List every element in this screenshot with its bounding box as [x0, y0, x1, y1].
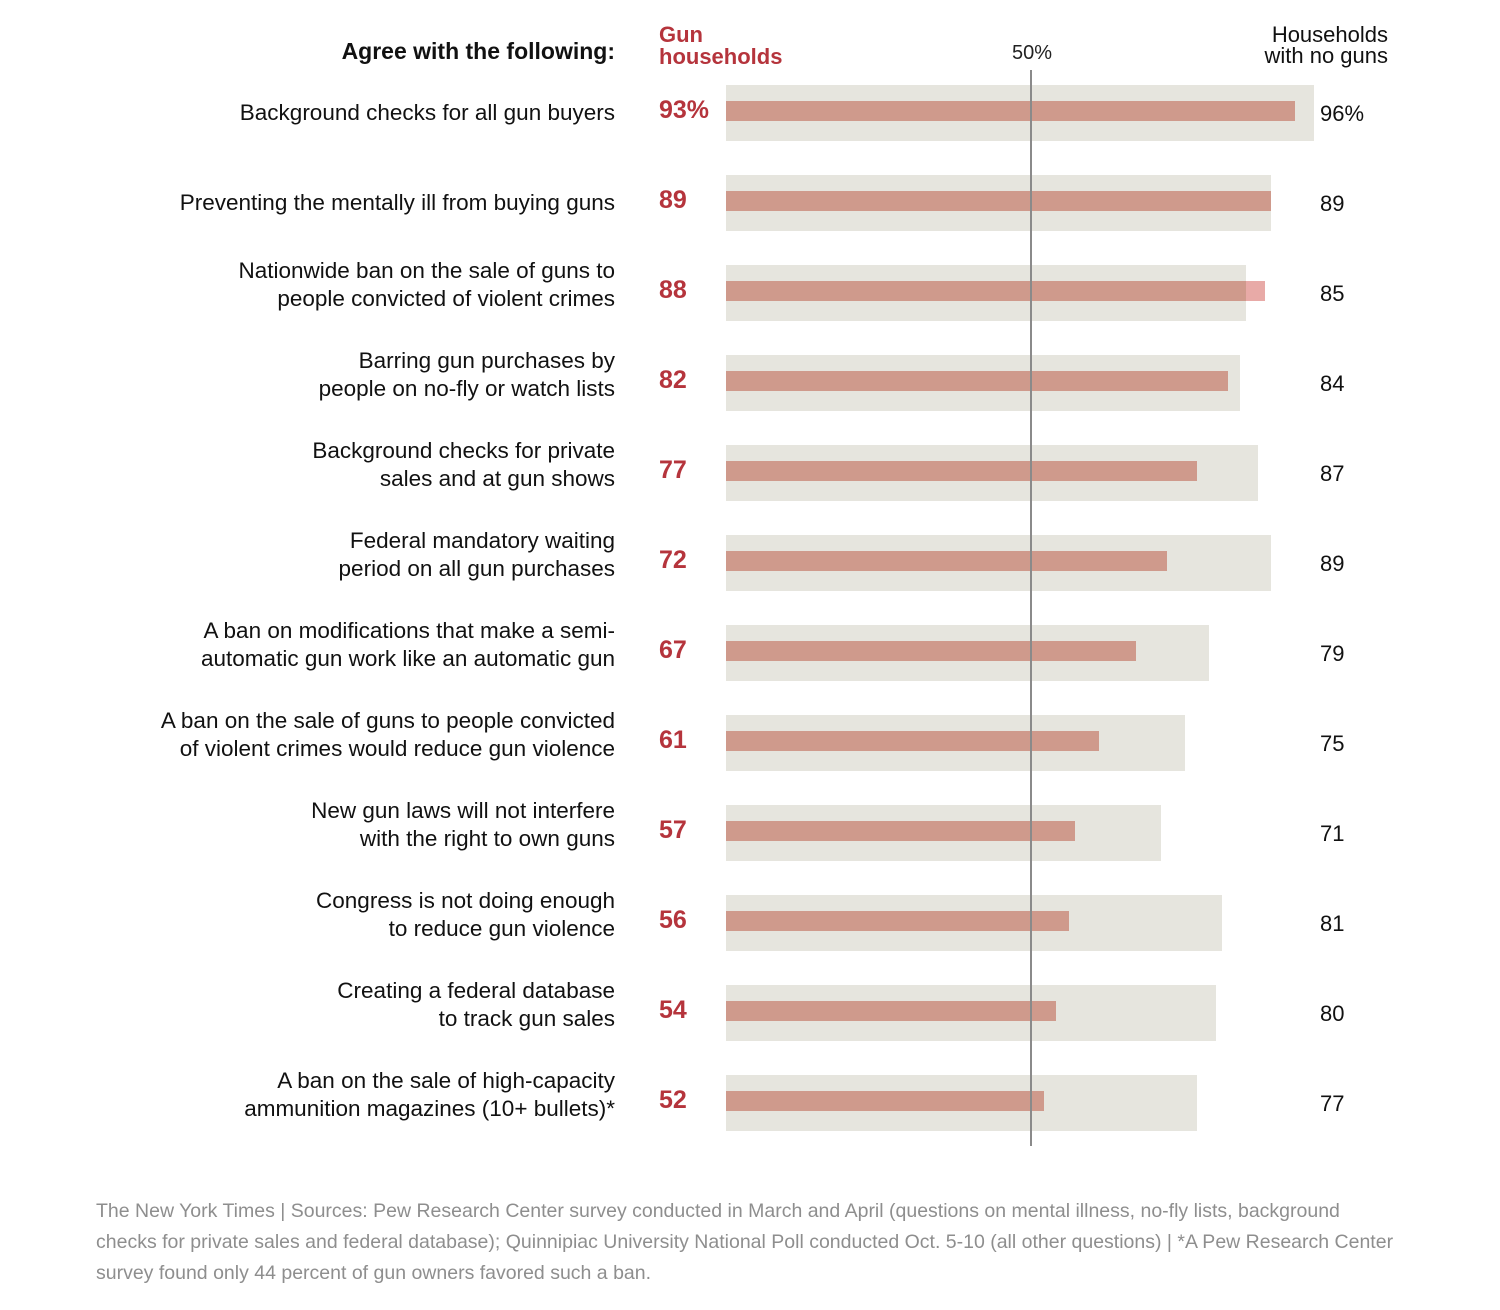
- category-label: New gun laws will not interfere with the…: [311, 798, 615, 851]
- no-gun-value-label: 96%: [1320, 101, 1365, 126]
- no-gun-value-label: 89: [1320, 551, 1345, 576]
- fifty-percent-line: [1030, 70, 1032, 1146]
- gun-bar: [726, 731, 1100, 751]
- gun-bar: [726, 821, 1075, 841]
- gun-bar: [726, 1091, 1045, 1111]
- category-label: Creating a federal database to track gun…: [337, 978, 615, 1031]
- no-gun-value-label: 75: [1320, 731, 1345, 756]
- gun-value-label: 89: [659, 186, 687, 214]
- source-note: The New York Times | Sources: Pew Resear…: [96, 1200, 1394, 1284]
- gun-value-label: 56: [659, 906, 687, 934]
- no-gun-value-label: 81: [1320, 911, 1345, 936]
- gun-bar: [726, 101, 1296, 121]
- gun-value-label: 54: [659, 996, 687, 1024]
- no-gun-value-label: 77: [1320, 1091, 1345, 1116]
- gun-bar: [726, 551, 1167, 571]
- category-label: Background checks for private sales and …: [312, 438, 615, 491]
- no-gun-value-label: 85: [1320, 281, 1345, 306]
- agree-header: Agree with the following:: [341, 38, 615, 64]
- no-gun-value-label: 79: [1320, 641, 1345, 666]
- gun-bar: [726, 461, 1198, 481]
- category-label: Preventing the mentally ill from buying …: [179, 190, 615, 215]
- gun-value-label: 61: [659, 726, 687, 754]
- category-label: Federal mandatory waiting period on all …: [338, 528, 615, 581]
- gun-bar: [726, 911, 1069, 931]
- no-gun-households-header: Households with no guns: [1264, 22, 1388, 68]
- no-gun-value-label: 71: [1320, 821, 1345, 846]
- gun-value-label: 82: [659, 366, 687, 394]
- gun-value-label: 67: [659, 636, 687, 664]
- gun-bar: [726, 281, 1247, 301]
- category-label: Background checks for all gun buyers: [239, 100, 615, 125]
- gun-households-header: Gun households: [659, 22, 783, 69]
- no-gun-value-label: 80: [1320, 1001, 1345, 1026]
- category-label: Nationwide ban on the sale of guns to pe…: [238, 258, 615, 311]
- gun-bar: [726, 371, 1228, 391]
- category-label: Congress is not doing enough to reduce g…: [316, 888, 615, 941]
- category-label: A ban on modifications that make a semi-…: [201, 618, 615, 671]
- gun-value-label: 88: [659, 276, 687, 304]
- chart: Agree with the following: Gun households…: [160, 22, 1388, 1146]
- category-label: A ban on the sale of guns to people conv…: [160, 708, 615, 761]
- gun-bar: [726, 1001, 1057, 1021]
- gun-value-label: 77: [659, 456, 687, 484]
- gun-value-label: 57: [659, 816, 687, 844]
- gun-value-label: 52: [659, 1086, 687, 1114]
- gun-value-label: 72: [659, 546, 687, 574]
- gun-value-label: 93%: [659, 96, 710, 124]
- no-gun-value-label: 84: [1320, 371, 1345, 396]
- gun-bar-overflow: [1246, 281, 1265, 301]
- category-label: A ban on the sale of high-capacity ammun…: [244, 1068, 615, 1121]
- gun-bar: [726, 641, 1137, 661]
- no-gun-value-label: 89: [1320, 191, 1345, 216]
- gun-bar: [726, 191, 1271, 211]
- category-label: Barring gun purchases by people on no-fl…: [318, 348, 615, 401]
- midpoint-label: 50%: [1011, 42, 1053, 64]
- no-gun-value-label: 87: [1320, 461, 1345, 486]
